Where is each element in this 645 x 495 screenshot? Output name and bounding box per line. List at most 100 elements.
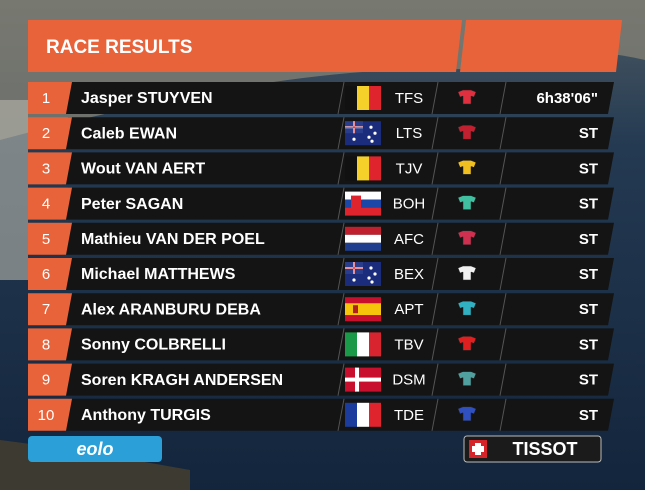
row-bar [62,222,614,255]
flag-part [353,121,355,134]
row-divider [337,187,345,220]
flag-part [345,297,381,304]
flag-part [353,262,355,274]
flag-part [351,195,361,211]
row-bar [62,328,614,361]
flag-part [345,207,381,216]
flag-part [369,332,381,357]
rider-name: Peter SAGAN [81,196,183,213]
flag-part [345,303,381,316]
rank-box [28,187,72,220]
row-bar [62,363,614,396]
flag-part [369,402,381,427]
row-bar [62,82,614,114]
rider-name: Soren KRAGH ANDERSEN [81,372,283,389]
finish-time: ST [579,266,598,283]
flag-part [357,332,369,357]
header-banner [28,20,462,72]
rank-box [28,328,72,361]
rank-box [28,152,72,185]
flag-star [369,266,373,270]
rank: 4 [42,196,50,213]
rider-name: Alex ARANBURU DEBA [81,301,261,318]
finish-time: ST [579,372,598,389]
finish-time: 6h38'06" [536,90,598,107]
rank-box [28,82,72,114]
jersey-icon [457,124,477,140]
row-bar [62,398,614,431]
row-bar [62,293,614,326]
jersey-icon [457,160,477,175]
finish-time: ST [579,301,598,318]
flag-part [345,156,357,181]
rank-box [28,222,72,255]
rank-box [28,363,72,396]
row-divider [431,363,439,396]
row-divider [431,328,439,361]
rank: 2 [42,125,50,142]
team-code: TJV [396,160,423,177]
flag-part [345,86,357,110]
rank-box [28,293,72,326]
flag-star [373,272,377,276]
finish-time: ST [579,336,598,353]
row-divider [337,363,345,396]
flag-part [345,199,381,208]
flag-part [345,191,381,200]
row-divider [499,187,507,220]
rider-name: Caleb EWAN [81,125,177,142]
flag-part [353,305,358,314]
team-code: DSM [392,372,425,389]
jersey-icon [457,265,477,281]
row-divider [337,81,345,115]
team-code: TBV [394,336,423,353]
row-divider [431,152,439,185]
rank: 7 [42,301,50,318]
row-divider [337,152,345,185]
flag-part [345,332,357,357]
team-code: TFS [395,90,423,107]
row-divider [499,398,507,431]
building [0,100,28,280]
tissot-cross-mark [472,443,484,455]
flag-part [345,234,381,243]
flag-part [345,377,381,382]
finish-time: ST [579,407,598,424]
row-divider [499,81,507,115]
row-divider [431,222,439,255]
jersey-icon [457,89,477,105]
flag-part [369,86,381,110]
row-divider [499,293,507,326]
row-bar [62,187,614,220]
flag-part [345,242,381,251]
row-bar [62,117,614,150]
row-divider [431,117,439,150]
jersey-icon [457,371,477,386]
row-divider [337,398,345,431]
finish-time: ST [579,125,598,142]
team-code: TDE [394,407,424,424]
rank: 1 [42,90,50,107]
tissot-logo [463,435,602,463]
flag-part [345,402,357,427]
row-bar [62,152,614,185]
team-code: BEX [394,266,424,283]
flag-part [345,315,381,322]
rank-box [28,117,72,150]
flag-star [352,137,356,141]
flag-part [369,156,381,181]
rank-box [28,398,72,431]
row-divider [499,328,507,361]
flag-star [369,125,373,129]
eolo-logo [28,436,162,462]
rider-name: Michael MATTHEWS [81,266,236,283]
flag-part [357,156,369,181]
flag-star [370,280,374,284]
row-divider [499,222,507,255]
team-code: BOH [393,196,426,213]
rank: 5 [42,231,50,248]
rider-name: Jasper STUYVEN [81,90,213,107]
row-divider [431,81,439,115]
row-divider [337,328,345,361]
